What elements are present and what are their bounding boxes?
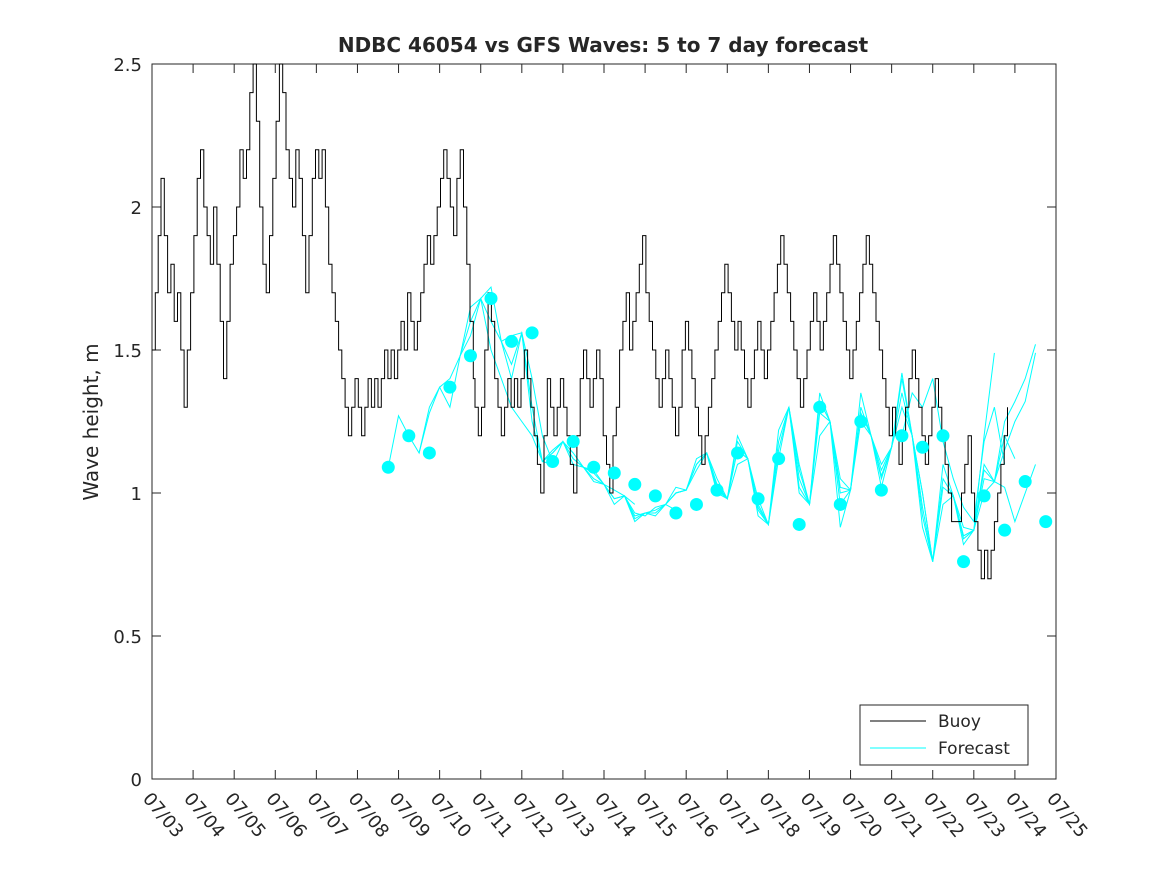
forecast-point [895, 429, 909, 443]
x-tick-label: 07/04 [179, 789, 228, 842]
forecast-point [833, 497, 847, 511]
forecast-point [505, 334, 519, 348]
forecast-point [813, 400, 827, 414]
x-tick-label: 07/11 [467, 789, 516, 842]
x-tick-label: 07/05 [220, 789, 269, 842]
y-tick-label: 2.5 [113, 55, 142, 76]
forecast-point [381, 460, 395, 474]
forecast-point [1039, 515, 1053, 529]
forecast-point [546, 455, 560, 469]
forecast-point [689, 497, 703, 511]
forecast-point [1018, 475, 1032, 489]
forecast-point [587, 460, 601, 474]
forecast-point [463, 349, 477, 363]
forecast-point [731, 446, 745, 460]
forecast-point [710, 483, 724, 497]
x-tick-label: 07/17 [713, 789, 762, 842]
forecast-point [525, 326, 539, 340]
forecast-point [607, 466, 621, 480]
forecast-point [854, 415, 868, 428]
forecast-point [443, 380, 457, 394]
forecast-point [422, 446, 436, 460]
forecast-point [874, 483, 888, 497]
forecast-line [747, 372, 934, 562]
forecast-point [957, 555, 971, 569]
x-tick-label: 07/08 [344, 789, 393, 842]
forecast-line [788, 378, 1016, 562]
y-tick-label: 0 [131, 770, 142, 791]
forecast-line [952, 352, 995, 537]
plot-area: 00.511.522.507/0307/0407/0507/0607/0707/… [113, 55, 1091, 842]
forecast-point [977, 489, 991, 503]
x-tick-label: 07/09 [385, 789, 434, 842]
forecast-point [936, 429, 950, 443]
buoy-line [152, 63, 1008, 580]
x-tick-label: 07/03 [138, 789, 187, 842]
x-tick-label: 07/18 [755, 789, 804, 842]
x-tick-label: 07/15 [631, 789, 680, 842]
axes-box [151, 63, 1057, 780]
legend-box [859, 704, 1029, 766]
y-tick-label: 2 [131, 198, 142, 219]
x-tick-label: 07/12 [508, 789, 557, 842]
legend-label: Forecast [938, 739, 1010, 759]
y-tick-label: 1 [131, 484, 142, 505]
x-tick-label: 07/10 [426, 789, 475, 842]
x-tick-label: 07/25 [1042, 789, 1091, 842]
x-tick-label: 07/23 [960, 789, 1009, 842]
legend: Buoy Forecast [859, 704, 1029, 766]
forecast-point [402, 429, 416, 443]
forecast-point [648, 489, 662, 503]
forecast-line [665, 407, 851, 526]
x-tick-label: 07/13 [549, 789, 598, 842]
legend-label: Buoy [938, 712, 981, 732]
forecast-point [628, 477, 642, 491]
x-tick-label: 07/21 [878, 789, 927, 842]
forecast-point [566, 435, 580, 449]
forecast-point [772, 452, 786, 466]
x-tick-label: 07/06 [261, 789, 310, 842]
x-tick-label: 07/20 [837, 789, 886, 842]
x-tick-label: 07/22 [919, 789, 968, 842]
forecast-point [484, 292, 498, 306]
x-tick-label: 07/14 [590, 789, 639, 842]
y-axis-label: Wave height, m [79, 343, 103, 500]
x-tick-label: 07/19 [796, 789, 845, 842]
x-tick-label: 07/07 [303, 789, 352, 842]
x-tick-label: 07/24 [1001, 789, 1050, 842]
forecast-point [751, 492, 765, 506]
forecast-point [998, 523, 1012, 537]
chart-title: NDBC 46054 vs GFS Waves: 5 to 7 day fore… [338, 33, 869, 57]
forecast-point [792, 517, 806, 531]
x-tick-label: 07/16 [672, 789, 721, 842]
y-tick-label: 1.5 [113, 341, 142, 362]
forecast-point [669, 506, 683, 520]
forecast-point [915, 440, 929, 454]
y-tick-label: 0.5 [113, 627, 142, 648]
